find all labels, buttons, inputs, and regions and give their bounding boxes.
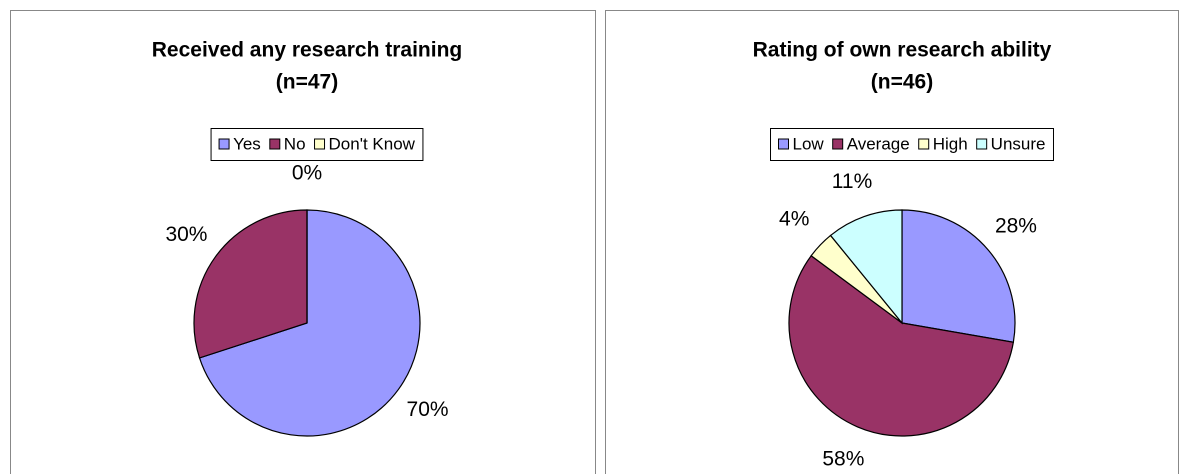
- legend-label: No: [284, 134, 306, 153]
- legend-label: Yes: [233, 134, 261, 153]
- pie-slice: [829, 209, 903, 325]
- legend-swatch: [314, 138, 326, 150]
- data-label: 30%: [165, 223, 207, 246]
- chart-subtitle: (n=47): [276, 71, 338, 94]
- data-label: 4%: [779, 208, 809, 231]
- chart-title: Rating of own research ability: [753, 39, 1052, 62]
- data-label: 58%: [822, 448, 864, 471]
- legend-label: Low: [793, 134, 825, 153]
- data-label: 28%: [995, 215, 1037, 238]
- chart-subtitle: (n=46): [871, 71, 933, 94]
- legend-swatch: [976, 138, 988, 150]
- chart-panel: Received any research training (n=47) Yes N…: [10, 10, 596, 474]
- legend-swatch: [832, 138, 844, 150]
- pie-slice: [193, 209, 308, 359]
- chart-panel: Rating of own research ability (n=46) Low A…: [605, 10, 1179, 474]
- legend-label: Unsure: [991, 134, 1046, 153]
- data-label: 11%: [832, 170, 872, 193]
- data-label: 0%: [292, 162, 322, 185]
- legend: Low Average High Unsure: [770, 128, 1054, 161]
- legend-label: High: [933, 134, 968, 153]
- legend-swatch: [218, 138, 230, 150]
- pie-slice: [198, 209, 421, 437]
- legend-swatch: [778, 138, 790, 150]
- legend-label: Don't Know: [329, 134, 416, 153]
- legend-box: [770, 128, 1054, 161]
- legend-label: Average: [847, 134, 910, 153]
- legend: Yes No Don't Know: [210, 128, 424, 161]
- pie-slice: [901, 209, 1016, 343]
- pie-slice: [788, 254, 1015, 437]
- chart-title: Received any research training: [152, 39, 462, 62]
- legend-swatch: [918, 138, 930, 150]
- data-label: 70%: [407, 398, 449, 421]
- legend-swatch: [269, 138, 281, 150]
